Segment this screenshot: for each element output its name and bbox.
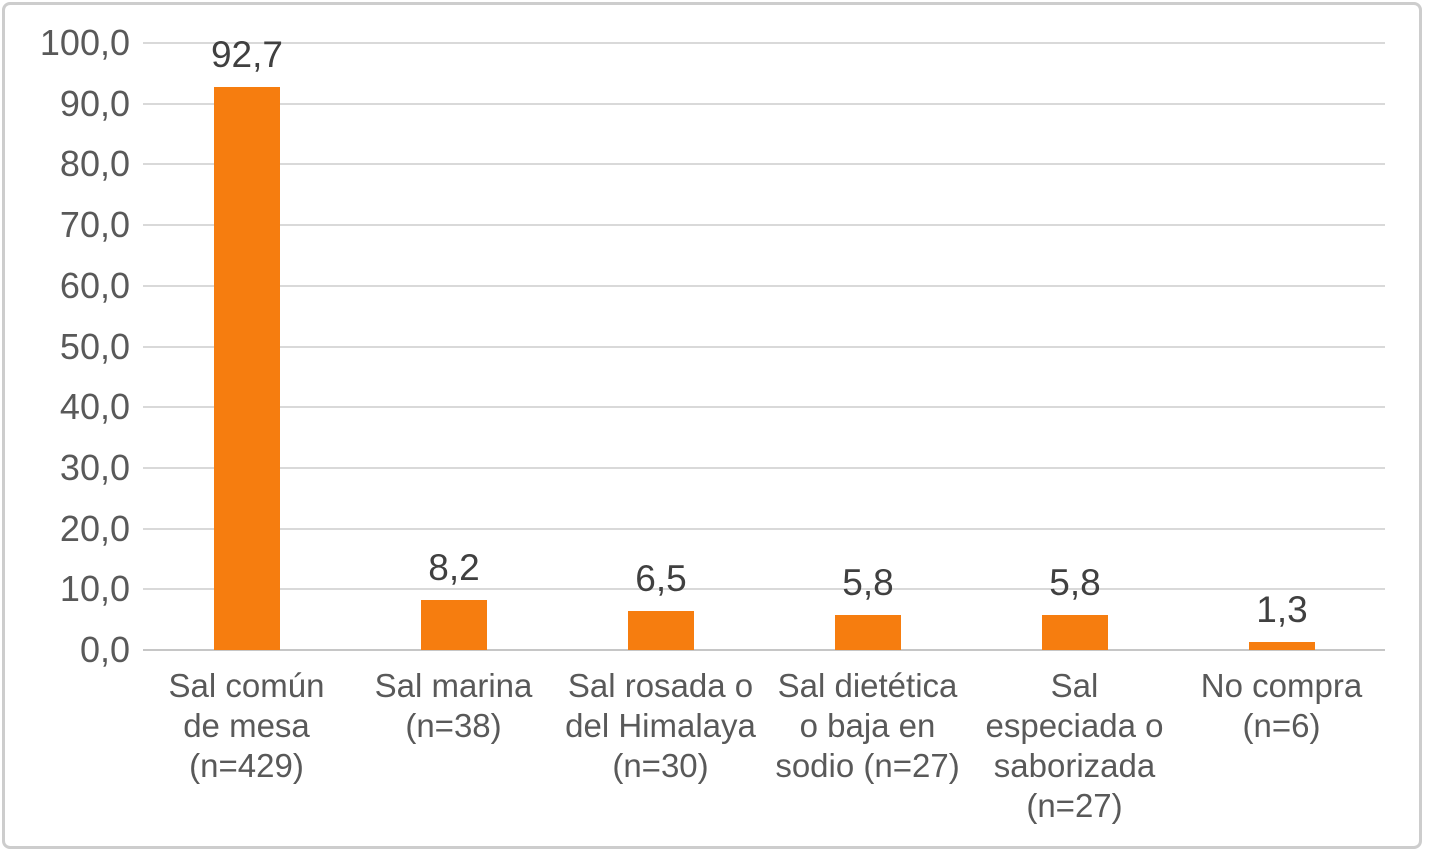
y-tick-label: 50,0 [59,325,130,367]
category-label: Sal dietética o baja en sodio (n=27) [775,667,960,784]
gridline [143,466,1385,469]
gridline [143,527,1385,530]
bar [628,611,694,650]
gridline [143,345,1385,348]
y-tick-label: 30,0 [59,446,130,488]
x-axis-line [143,649,1385,651]
y-tick-label: 40,0 [59,386,130,428]
bar [835,615,901,650]
bar [421,600,487,650]
bar-value-label: 5,8 [1049,562,1101,603]
gridline [143,224,1385,227]
category-label: Sal marina (n=38) [374,667,533,744]
bar-value-label: 5,8 [842,562,894,603]
gridline [143,406,1385,409]
gridline [143,163,1385,166]
y-tick-label: 60,0 [59,264,130,306]
bar [214,87,280,650]
gridline [143,284,1385,287]
gridline [143,42,1385,44]
bar [1042,615,1108,650]
category-label: No compra (n=6) [1200,667,1363,744]
y-tick-label: 70,0 [59,204,130,246]
gridline [143,588,1385,591]
y-tick-label: 10,0 [59,568,130,610]
gridline [143,102,1385,105]
bar-value-label: 92,7 [210,34,283,75]
y-tick-label: 90,0 [59,82,130,124]
bar-value-label: 6,5 [635,558,687,599]
y-tick-label: 20,0 [59,507,130,549]
bar-value-label: 1,3 [1256,589,1308,630]
bar-value-label: 8,2 [428,547,480,588]
y-tick-label: 100,0 [39,22,130,63]
category-label: Sal rosada o del Himalaya (n=30) [565,667,756,784]
y-tick-label: 0,0 [79,629,130,670]
bar [1249,642,1315,650]
category-label: Sal común de mesa (n=429) [168,667,325,784]
y-tick-label: 80,0 [59,143,130,185]
category-label: Sal especiada o saborizada (n=27) [985,667,1164,824]
